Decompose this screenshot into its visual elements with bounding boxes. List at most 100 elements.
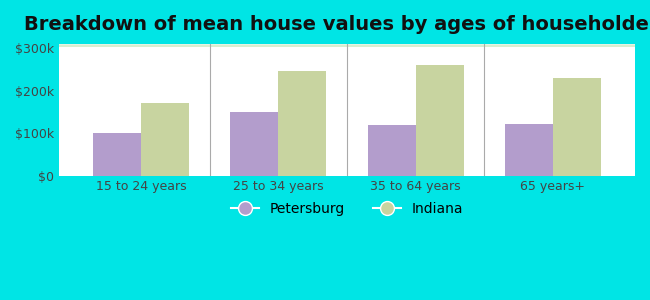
Bar: [59, 45, 635, 46]
Bar: [59, 45, 635, 46]
Bar: [59, 44, 635, 46]
Bar: [93, 133, 141, 175]
Bar: [59, 45, 635, 46]
Bar: [59, 45, 635, 46]
Bar: [59, 45, 635, 46]
Bar: [59, 44, 635, 46]
Bar: [59, 44, 635, 46]
Bar: [59, 44, 635, 46]
Bar: [59, 44, 635, 46]
Bar: [59, 44, 635, 46]
Bar: [59, 45, 635, 46]
Bar: [59, 44, 635, 46]
Bar: [59, 45, 635, 46]
Bar: [59, 45, 635, 46]
Bar: [59, 45, 635, 46]
Bar: [59, 44, 635, 46]
Bar: [59, 45, 635, 46]
Bar: [59, 45, 635, 46]
Bar: [59, 44, 635, 45]
Bar: [59, 45, 635, 46]
Bar: [59, 45, 635, 46]
Bar: [59, 44, 635, 46]
Bar: [59, 44, 635, 46]
Bar: [59, 44, 635, 45]
Bar: [59, 44, 635, 45]
Bar: [59, 45, 635, 46]
Bar: [59, 44, 635, 46]
Bar: [59, 45, 635, 46]
Bar: [59, 45, 635, 46]
Bar: [278, 71, 326, 176]
Bar: [59, 44, 635, 45]
Bar: [59, 44, 635, 46]
Bar: [59, 44, 635, 46]
Bar: [59, 45, 635, 46]
Bar: [59, 44, 635, 46]
Bar: [59, 44, 635, 45]
Bar: [59, 44, 635, 45]
Bar: [59, 45, 635, 46]
Bar: [59, 44, 635, 46]
Bar: [59, 45, 635, 46]
Bar: [59, 45, 635, 46]
Bar: [59, 45, 635, 46]
Bar: [59, 45, 635, 46]
Bar: [59, 45, 635, 46]
Bar: [59, 44, 635, 45]
Bar: [141, 103, 189, 176]
Bar: [59, 44, 635, 46]
Bar: [59, 45, 635, 46]
Bar: [59, 44, 635, 45]
Bar: [59, 45, 635, 46]
Bar: [59, 44, 635, 46]
Bar: [59, 45, 635, 46]
Bar: [59, 44, 635, 45]
Bar: [59, 44, 635, 45]
Bar: [59, 45, 635, 46]
Bar: [59, 44, 635, 45]
Bar: [59, 44, 635, 46]
Bar: [59, 45, 635, 46]
Bar: [504, 124, 552, 176]
Bar: [59, 44, 635, 45]
Bar: [59, 45, 635, 46]
Bar: [59, 45, 635, 46]
Title: Breakdown of mean house values by ages of householders: Breakdown of mean house values by ages o…: [24, 15, 650, 34]
Bar: [59, 44, 635, 46]
Bar: [59, 44, 635, 46]
Bar: [59, 45, 635, 46]
Bar: [230, 112, 278, 176]
Bar: [59, 44, 635, 46]
Bar: [59, 44, 635, 46]
Bar: [59, 44, 635, 46]
Bar: [59, 45, 635, 46]
Bar: [59, 45, 635, 46]
Bar: [59, 45, 635, 46]
Bar: [415, 65, 463, 176]
Bar: [59, 45, 635, 46]
Bar: [59, 44, 635, 45]
Bar: [59, 45, 635, 46]
Legend: Petersburg, Indiana: Petersburg, Indiana: [226, 196, 469, 221]
Bar: [59, 45, 635, 46]
Bar: [59, 45, 635, 46]
Bar: [367, 124, 415, 176]
Bar: [59, 44, 635, 46]
Bar: [59, 44, 635, 45]
Bar: [59, 45, 635, 46]
Bar: [59, 45, 635, 46]
Bar: [59, 44, 635, 45]
Bar: [59, 45, 635, 46]
Bar: [59, 44, 635, 45]
Bar: [59, 45, 635, 46]
Bar: [59, 44, 635, 46]
Bar: [59, 44, 635, 45]
Bar: [59, 44, 635, 46]
Bar: [59, 44, 635, 46]
Bar: [59, 44, 635, 46]
Bar: [59, 45, 635, 46]
Bar: [59, 45, 635, 46]
Bar: [552, 78, 601, 176]
Bar: [59, 44, 635, 46]
